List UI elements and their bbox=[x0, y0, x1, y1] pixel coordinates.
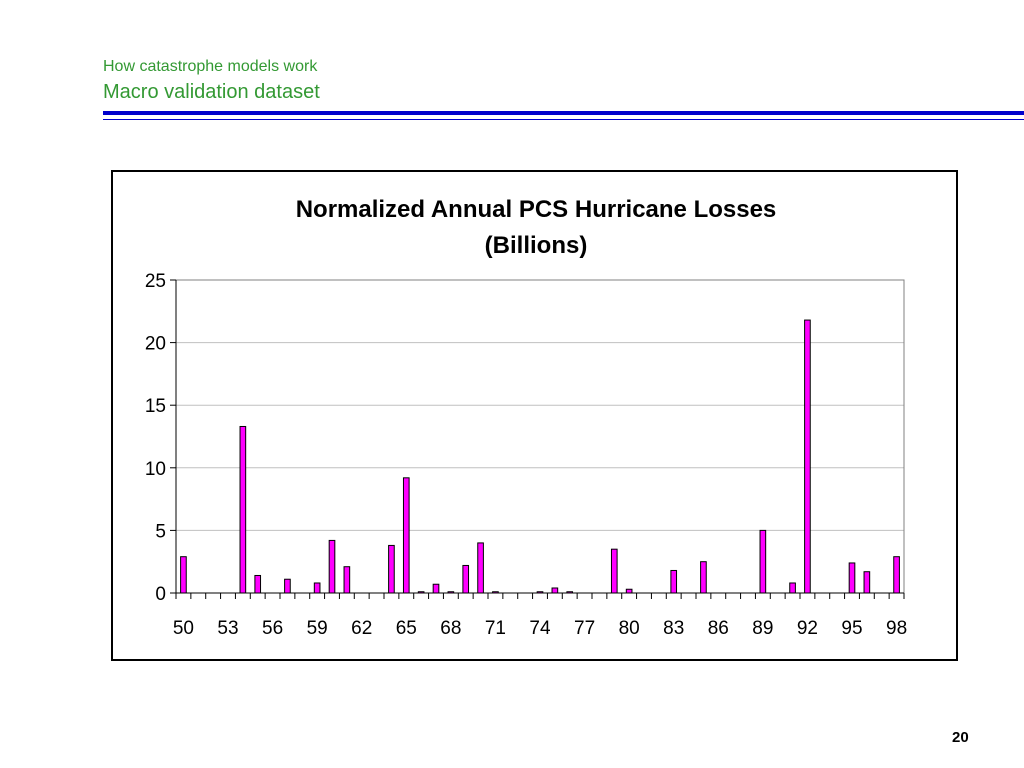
bar-79 bbox=[610, 548, 618, 594]
bar-65 bbox=[402, 477, 410, 594]
bar-chart: Normalized Annual PCS Hurricane Losses (… bbox=[145, 196, 907, 639]
y-tick-label: 20 bbox=[145, 334, 166, 355]
x-tick-label: 59 bbox=[307, 618, 328, 639]
bar-54 bbox=[239, 425, 247, 594]
x-tick-label: 95 bbox=[841, 618, 862, 639]
bar-85 bbox=[700, 561, 707, 594]
bar-83 bbox=[670, 569, 678, 594]
chart-title: Normalized Annual PCS Hurricane Losses bbox=[296, 196, 777, 223]
y-tick-label: 15 bbox=[145, 396, 166, 417]
bar-91 bbox=[789, 582, 796, 594]
bar-80 bbox=[625, 588, 633, 594]
y-tick-label: 25 bbox=[145, 271, 166, 292]
bar-55 bbox=[254, 574, 262, 594]
bar-98 bbox=[893, 556, 900, 594]
bar-57 bbox=[284, 578, 291, 594]
x-tick-label: 77 bbox=[574, 618, 595, 639]
x-tick-label: 68 bbox=[440, 618, 461, 639]
x-tick-label: 65 bbox=[396, 618, 417, 639]
bar-96 bbox=[863, 571, 871, 594]
x-tick-label: 89 bbox=[752, 618, 773, 639]
x-tick-label: 83 bbox=[663, 618, 684, 639]
chart-subtitle: (Billions) bbox=[485, 232, 588, 259]
x-tick-label: 53 bbox=[217, 618, 238, 639]
axes: 0 5 10 15 20 25 50 53 56 59 62 65 68 71 74 77 80 83 86 89 92… bbox=[145, 271, 907, 639]
bar-59 bbox=[313, 582, 321, 594]
chart-frame: Normalized Annual PCS Hurricane Losses (… bbox=[111, 170, 958, 661]
x-tick-label: 56 bbox=[262, 618, 283, 639]
bar-69 bbox=[462, 564, 470, 594]
x-tick-label: 74 bbox=[529, 618, 551, 639]
x-tick-label: 62 bbox=[351, 618, 372, 639]
bar-60 bbox=[328, 539, 336, 594]
x-tick-label: 98 bbox=[886, 618, 907, 639]
bar-92 bbox=[804, 319, 811, 594]
y-tick-label: 10 bbox=[145, 459, 166, 480]
bar-95 bbox=[848, 562, 856, 594]
y-tick-label: 5 bbox=[155, 521, 166, 542]
bar-70 bbox=[477, 542, 484, 594]
bars bbox=[180, 319, 900, 594]
bar-89 bbox=[759, 529, 767, 594]
x-tick-label: 80 bbox=[619, 618, 640, 639]
section-kicker: How catastrophe models work bbox=[103, 58, 318, 75]
x-tick-label: 92 bbox=[797, 618, 818, 639]
gridlines bbox=[176, 342, 904, 531]
bar-50 bbox=[180, 556, 187, 594]
bar-67 bbox=[432, 583, 440, 594]
x-tick-label: 86 bbox=[708, 618, 729, 639]
slide-title: Macro validation dataset bbox=[103, 81, 320, 103]
bar-75 bbox=[551, 587, 559, 594]
y-tick-label: 0 bbox=[155, 584, 166, 605]
page-number: 20 bbox=[952, 729, 969, 746]
header-rule-thin bbox=[103, 119, 1024, 120]
bar-64 bbox=[388, 544, 395, 594]
bar-61 bbox=[343, 566, 351, 594]
header-rule-thick bbox=[103, 111, 1024, 115]
plot-area bbox=[175, 279, 905, 594]
x-tick-label: 71 bbox=[485, 618, 506, 639]
x-tick-label: 50 bbox=[173, 618, 194, 639]
